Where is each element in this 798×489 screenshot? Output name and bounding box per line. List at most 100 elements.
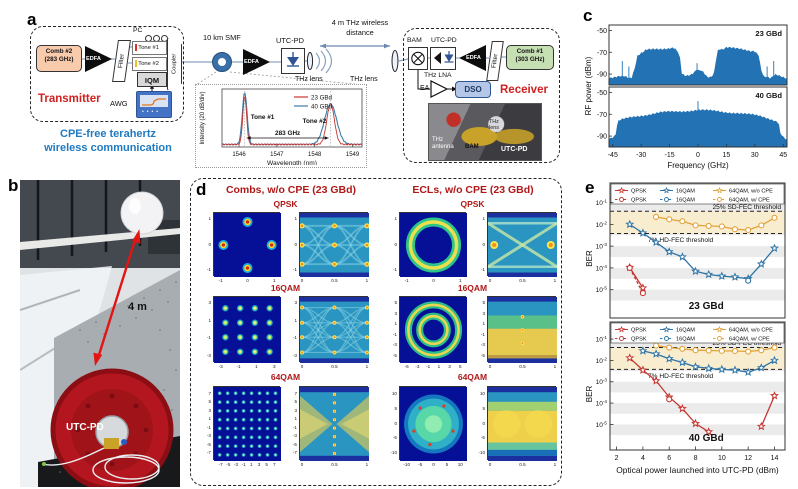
chart-text: 1546 bbox=[232, 152, 246, 158]
distance-arrow bbox=[93, 229, 141, 366]
tick-label: -5 bbox=[480, 352, 485, 358]
tick-label: -1 bbox=[218, 277, 223, 283]
svg-text:10-4: 10-4 bbox=[596, 264, 608, 273]
tick-label: -10 bbox=[478, 450, 485, 456]
receiver-box bbox=[403, 28, 560, 163]
chart-text: -45 bbox=[608, 152, 618, 159]
series-QPSKwoCPEhighpower bbox=[756, 391, 779, 431]
tick-label: 0.5 bbox=[331, 363, 338, 369]
series-16QAM bbox=[638, 346, 779, 376]
optical-spectrum-chart: 1546 1547 1548 1549 Wavelength (nm) Intensity… bbox=[200, 88, 363, 167]
tick-label: -5 bbox=[226, 461, 231, 467]
wireless-distance-arrow bbox=[320, 43, 390, 49]
table-holes bbox=[79, 281, 177, 411]
rf-spectrum-23GBd bbox=[608, 24, 788, 86]
combs-column-title: Combs, w/o CPE (23 GBd) bbox=[225, 184, 357, 196]
svg-text:10-2: 10-2 bbox=[596, 220, 608, 229]
constellation-combs-64QAM: 7 5 3 1 -1 -3 -5 -7 -7 -5 -3 -1 1 3 5 7 bbox=[207, 386, 281, 466]
tick-label: 1 bbox=[459, 277, 462, 283]
tick-label: 0 bbox=[300, 461, 304, 467]
tick-label: 0.5 bbox=[519, 363, 526, 369]
chart-text: 30 bbox=[751, 152, 759, 159]
utcpd-tx-label: UTC-PD bbox=[276, 36, 304, 45]
chart-text: 283 GHz bbox=[275, 130, 300, 137]
chart-text: -70 bbox=[597, 112, 607, 119]
utcpd-rx-box bbox=[430, 47, 456, 70]
constellation-ecls-64QAM: 10 5 0 -5 -10 -10 -5 0 5 10 bbox=[390, 386, 467, 466]
modulation-label-combs: 64QAM bbox=[270, 372, 301, 382]
tick-label: -1 bbox=[236, 363, 241, 369]
svg-text:10-2: 10-2 bbox=[596, 356, 608, 365]
utcpd-rx-label: UTC-PD bbox=[431, 37, 457, 44]
tick-label: 10 bbox=[391, 390, 397, 396]
ea-amplifier-icon bbox=[430, 80, 449, 98]
eye-diagram-ecls-16QAM: 5 3 1 -1 -3 -5 0 0.5 1 bbox=[481, 296, 557, 368]
tick-label: -3 bbox=[218, 363, 223, 369]
tick-label: 1 bbox=[365, 277, 369, 283]
ecls-column-title: ECLs, w/o CPE (23 GBd) bbox=[412, 184, 534, 196]
chart-text: 64QAM, w/ CPE bbox=[729, 198, 770, 204]
panel-e-label: e bbox=[585, 178, 595, 197]
tick-label: 5 bbox=[394, 300, 397, 306]
tick-label: 1 bbox=[255, 363, 258, 369]
photodiode-rx-icon bbox=[444, 54, 454, 62]
tick-label: 5 bbox=[459, 363, 462, 369]
ea-label: EA bbox=[420, 85, 430, 92]
tick-label: 0 bbox=[432, 461, 435, 467]
tick-label: 1 bbox=[365, 363, 369, 369]
tick-label: 1 bbox=[394, 215, 397, 221]
tick-label: -1 bbox=[206, 424, 211, 430]
tick-label: 5 bbox=[482, 300, 485, 306]
tick-label: 1 bbox=[250, 461, 253, 467]
lab-photo: 4 m UTC-PD bbox=[20, 180, 180, 487]
tick-label: 1 bbox=[208, 317, 211, 323]
chart-text: -30 bbox=[636, 152, 646, 159]
chart-text: QPSK bbox=[631, 328, 647, 334]
modulation-label-combs: 16QAM bbox=[270, 283, 301, 293]
chart-text: 40 GBd bbox=[689, 433, 724, 444]
tick-label: 0 bbox=[208, 241, 211, 247]
balloon bbox=[120, 191, 164, 235]
thz-lens-left-icon bbox=[306, 52, 314, 70]
tick-label: -3 bbox=[480, 342, 485, 348]
tick-label: -5 bbox=[480, 435, 485, 441]
smf-coil-icon bbox=[212, 52, 232, 72]
tick-label: -1 bbox=[292, 424, 297, 430]
tick-label: -7 bbox=[292, 450, 297, 456]
chart-text: 16QAM bbox=[676, 198, 695, 204]
tick-label: 0 bbox=[432, 277, 435, 283]
tick-label: -1 bbox=[480, 267, 485, 273]
pc-label: PC bbox=[133, 27, 143, 34]
edfa-link-label: EDFA bbox=[244, 59, 259, 65]
chart-text: 16QAM bbox=[676, 337, 695, 343]
tick-label: 3 bbox=[482, 310, 485, 316]
chart-text: 25% SD-FEC threshold bbox=[712, 204, 781, 211]
tone2-box: Tone #2 bbox=[132, 57, 167, 71]
chart-text: Wavelength (nm) bbox=[267, 160, 317, 165]
receiver-photo: THz antenna BAM THz lens UTC-PD bbox=[428, 103, 542, 161]
tick-label: 0 bbox=[488, 363, 492, 369]
chart-text: 23 GBd bbox=[689, 301, 724, 312]
chart-text: 8 bbox=[694, 455, 698, 462]
chart-text: -90 bbox=[597, 134, 607, 141]
chart-text: RF power (dBm) bbox=[585, 56, 593, 115]
eye-diagram-ecls-64QAM: 10 5 0 -5 -10 0 0.5 1 bbox=[478, 386, 557, 466]
tick-label: 5 bbox=[265, 461, 268, 467]
awg-knobs-icon: •••• bbox=[142, 109, 162, 115]
tick-label: -3 bbox=[292, 352, 297, 358]
dso-arrowhead bbox=[452, 86, 457, 92]
chart-text: 64QAM, w/o CPE bbox=[729, 189, 773, 195]
tick-label: -1 bbox=[206, 335, 211, 341]
constellation-combs-QPSK: 1 0 -1 -1 0 1 bbox=[207, 212, 281, 282]
tick-label: 7 bbox=[208, 390, 211, 396]
eye-diagram-combs-QPSK: 1 0 -1 0 0.5 1 bbox=[293, 212, 370, 282]
tick-label: 0 bbox=[488, 461, 492, 467]
tick-label: -5 bbox=[404, 363, 409, 369]
chart-text: Frequency (GHz) bbox=[667, 161, 729, 170]
chart-text: -50 bbox=[597, 28, 607, 35]
eye-diagram-ecls-QPSK: 1 0 -1 0 0.5 1 bbox=[481, 212, 558, 282]
utcpd-photo-label: UTC-PD bbox=[66, 422, 104, 433]
edfa-rx-icon bbox=[459, 45, 486, 71]
utcpd-tx-box bbox=[281, 48, 305, 74]
eye-diagram-combs-16QAM: 3 1 -1 -3 0 0.5 1 bbox=[293, 296, 369, 368]
